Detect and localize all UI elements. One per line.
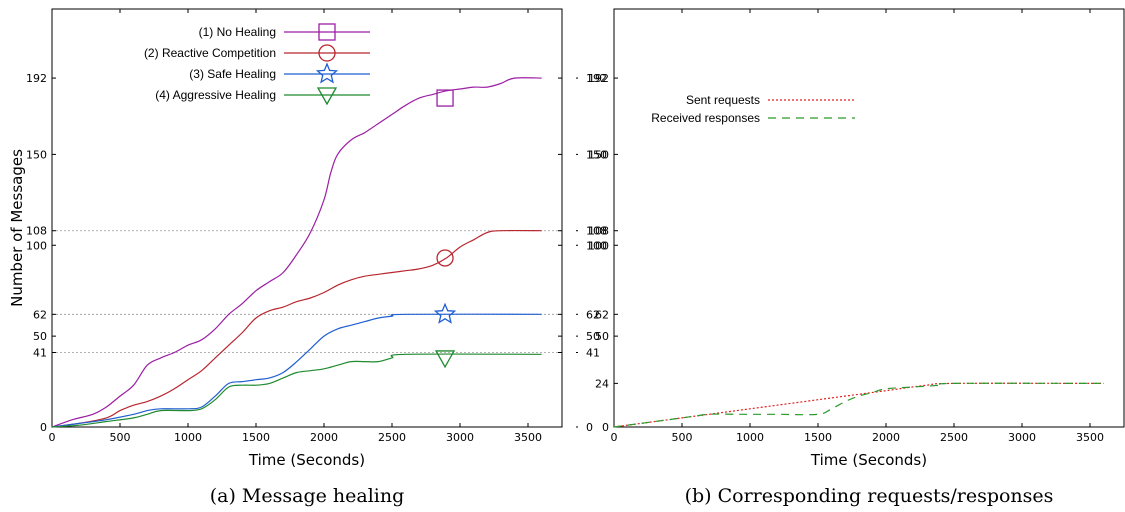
legend-label-4: (4) Aggressive Healing — [155, 88, 276, 102]
panel-b-caption: (b) Corresponding requests/responses — [685, 485, 1054, 507]
y-tick-label-mirror: 192 — [586, 72, 607, 85]
x-tick-label: 500 — [110, 431, 131, 444]
series-line-3 — [51, 313, 542, 428]
panel-a-xlabel: Time (Seconds) — [248, 451, 365, 469]
y-tick-label: 62 — [33, 308, 47, 321]
y-tick-label-mirror: 108 — [586, 225, 607, 238]
x-tick-label: 2500 — [378, 431, 406, 444]
panel-a-caption: (a) Message healing — [210, 485, 405, 507]
series-marker-3 — [433, 302, 457, 324]
x-tick-label: 500 — [672, 431, 693, 444]
x-tick-label: 0 — [611, 431, 618, 444]
x-tick-label: 1000 — [174, 431, 202, 444]
legend-label-1: (1) No Healing — [199, 25, 276, 39]
legend-marker-1 — [318, 23, 336, 41]
x-tick-label: 1000 — [736, 431, 764, 444]
series-marker-2 — [436, 249, 454, 267]
x-tick-label: 3000 — [1008, 431, 1036, 444]
y-tick-label: 150 — [588, 148, 609, 161]
x-tick-label: 2000 — [310, 431, 338, 444]
y-tick-label: 0 — [40, 421, 47, 434]
y-tick-label: 62 — [595, 308, 609, 321]
y-tick-label-mirror: 41 — [586, 346, 600, 359]
y-tick-label: 50 — [33, 330, 47, 343]
x-tick-label: 3000 — [446, 431, 474, 444]
y-tick-label: 50 — [595, 330, 609, 343]
y-tick-label: 41 — [33, 346, 47, 359]
x-tick-label: 1500 — [804, 431, 832, 444]
legend-label-2: Received responses — [651, 111, 760, 125]
x-tick-label: 2000 — [872, 431, 900, 444]
y-tick-label: 192 — [26, 72, 47, 85]
series-line-1 — [613, 382, 1104, 428]
series-marker-1 — [436, 89, 454, 107]
series-line-1 — [51, 77, 542, 428]
panel-b-xlabel: Time (Seconds) — [810, 451, 927, 469]
legend-label-2: (2) Reactive Competition — [144, 46, 276, 60]
x-tick-label: 1500 — [242, 431, 270, 444]
panel-a: 0 500 1000 1500 2000 2500 3000 3500 0 41 50 62 10010… — [26, 9, 562, 444]
legend-marker-4 — [316, 87, 338, 106]
y-tick-label: 192 — [588, 72, 609, 85]
x-tick-label: 3500 — [1076, 431, 1104, 444]
series-line-4 — [51, 353, 542, 428]
x-tick-label: 3500 — [514, 431, 542, 444]
series-line-2 — [613, 382, 1104, 428]
y-tick-label: 100 — [588, 239, 609, 252]
x-tick-label: 2500 — [940, 431, 968, 444]
y-tick-label-mirror: 0 — [586, 421, 593, 434]
legend-label-1: Sent requests — [686, 93, 760, 107]
series-marker-4 — [434, 350, 456, 369]
y-tick-label-mirror: 62 — [586, 308, 600, 321]
y-tick-label-mirror: 50 — [586, 330, 600, 343]
y-tick-label-mirror: 150 — [586, 148, 607, 161]
legend-marker-3 — [315, 62, 339, 84]
y-tick-label: 24 — [595, 377, 609, 390]
panel-b: 0 500 1000 1500 2000 2500 3000 3500024506210010… — [576, 9, 1104, 444]
y-tick-label: 108 — [588, 225, 609, 238]
panel-a-frame — [51, 8, 563, 428]
series-line-2 — [51, 229, 542, 428]
y-tick-label-mirror: 100 — [586, 239, 607, 252]
y-tick-label: 150 — [26, 148, 47, 161]
legend-marker-2 — [318, 44, 336, 62]
panel-b-frame — [613, 8, 1125, 428]
x-tick-label: 0 — [49, 431, 56, 444]
y-tick-label: 100 — [26, 239, 47, 252]
y-tick-label: 108 — [26, 225, 47, 238]
panel-a-ylabel: Number of Messages — [8, 149, 26, 307]
legend-label-3: (3) Safe Healing — [189, 67, 276, 81]
y-tick-label: 0 — [602, 421, 609, 434]
